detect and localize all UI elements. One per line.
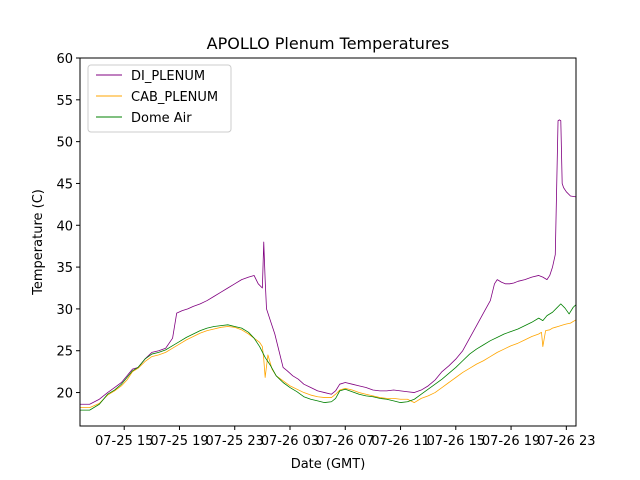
series-layer <box>80 119 577 411</box>
series-line-cab-plenum <box>80 319 577 409</box>
y-tick-label: 25 <box>56 345 73 360</box>
x-tick-label: 07-26 11 <box>371 434 429 449</box>
legend-label: DI_PLENUM <box>131 69 205 84</box>
x-tick-label: 07-25 19 <box>150 434 208 449</box>
legend-box <box>87 64 232 133</box>
legend-label: CAB_PLENUM <box>131 90 218 105</box>
y-tick-label: 60 <box>56 52 73 67</box>
legend-label: Dome Air <box>131 111 192 126</box>
chart-title: APOLLO Plenum Temperatures <box>207 34 450 53</box>
plot-frame <box>79 57 577 427</box>
legend: DI_PLENUM CAB_PLENUM Dome Air <box>87 64 232 133</box>
y-tick-label: 55 <box>56 94 73 109</box>
x-tick-label: 07-26 23 <box>537 434 595 449</box>
y-tick-label: 20 <box>56 387 73 402</box>
x-tick-label: 07-26 19 <box>482 434 540 449</box>
x-tick-label: 07-26 07 <box>316 434 374 449</box>
x-tick-label: 07-25 15 <box>95 434 153 449</box>
x-tick-label: 07-26 15 <box>427 434 485 449</box>
y-tick-label: 30 <box>56 303 73 318</box>
y-axis-label: Temperature (C) <box>31 189 46 296</box>
y-tick-label: 35 <box>56 261 73 276</box>
y-tick-label: 40 <box>56 219 73 234</box>
x-tick-label: 07-26 03 <box>261 434 319 449</box>
series-line-dome-air <box>80 303 577 411</box>
x-axis-label: Date (GMT) <box>291 457 366 472</box>
series-line-di-plenum <box>80 119 577 405</box>
x-tick-label: 07-25 23 <box>206 434 264 449</box>
y-tick-label: 45 <box>56 177 73 192</box>
y-axis: 20 25 30 35 40 45 50 55 60 <box>56 52 80 402</box>
y-tick-label: 50 <box>56 136 73 151</box>
